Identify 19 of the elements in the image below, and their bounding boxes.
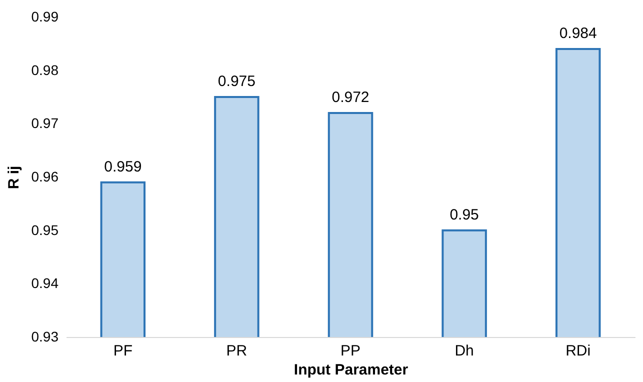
y-axis-title: R ij [5, 166, 22, 190]
x-axis-title: Input Parameter [294, 362, 408, 378]
y-tick-label: 0.99 [31, 8, 59, 24]
data-label: 0.972 [332, 89, 370, 106]
x-tick-label: RDi [566, 342, 591, 360]
data-label: 0.975 [218, 73, 256, 90]
x-tick-label: PF [113, 342, 132, 360]
x-tick-label: Dh [454, 342, 474, 360]
y-tick-label: 0.97 [31, 115, 59, 132]
y-tick-label: 0.93 [31, 328, 59, 344]
y-tick-label: 0.96 [31, 168, 59, 184]
data-label: 0.984 [559, 25, 597, 42]
data-label: 0.95 [450, 206, 479, 224]
y-tick-label: 0.95 [31, 222, 59, 238]
y-tick-label: 0.94 [31, 275, 59, 292]
data-label: 0.959 [104, 158, 142, 176]
y-tick-label: 0.98 [31, 62, 59, 78]
x-tick-label: PR [226, 342, 248, 360]
x-tick-label: PP [340, 342, 361, 360]
